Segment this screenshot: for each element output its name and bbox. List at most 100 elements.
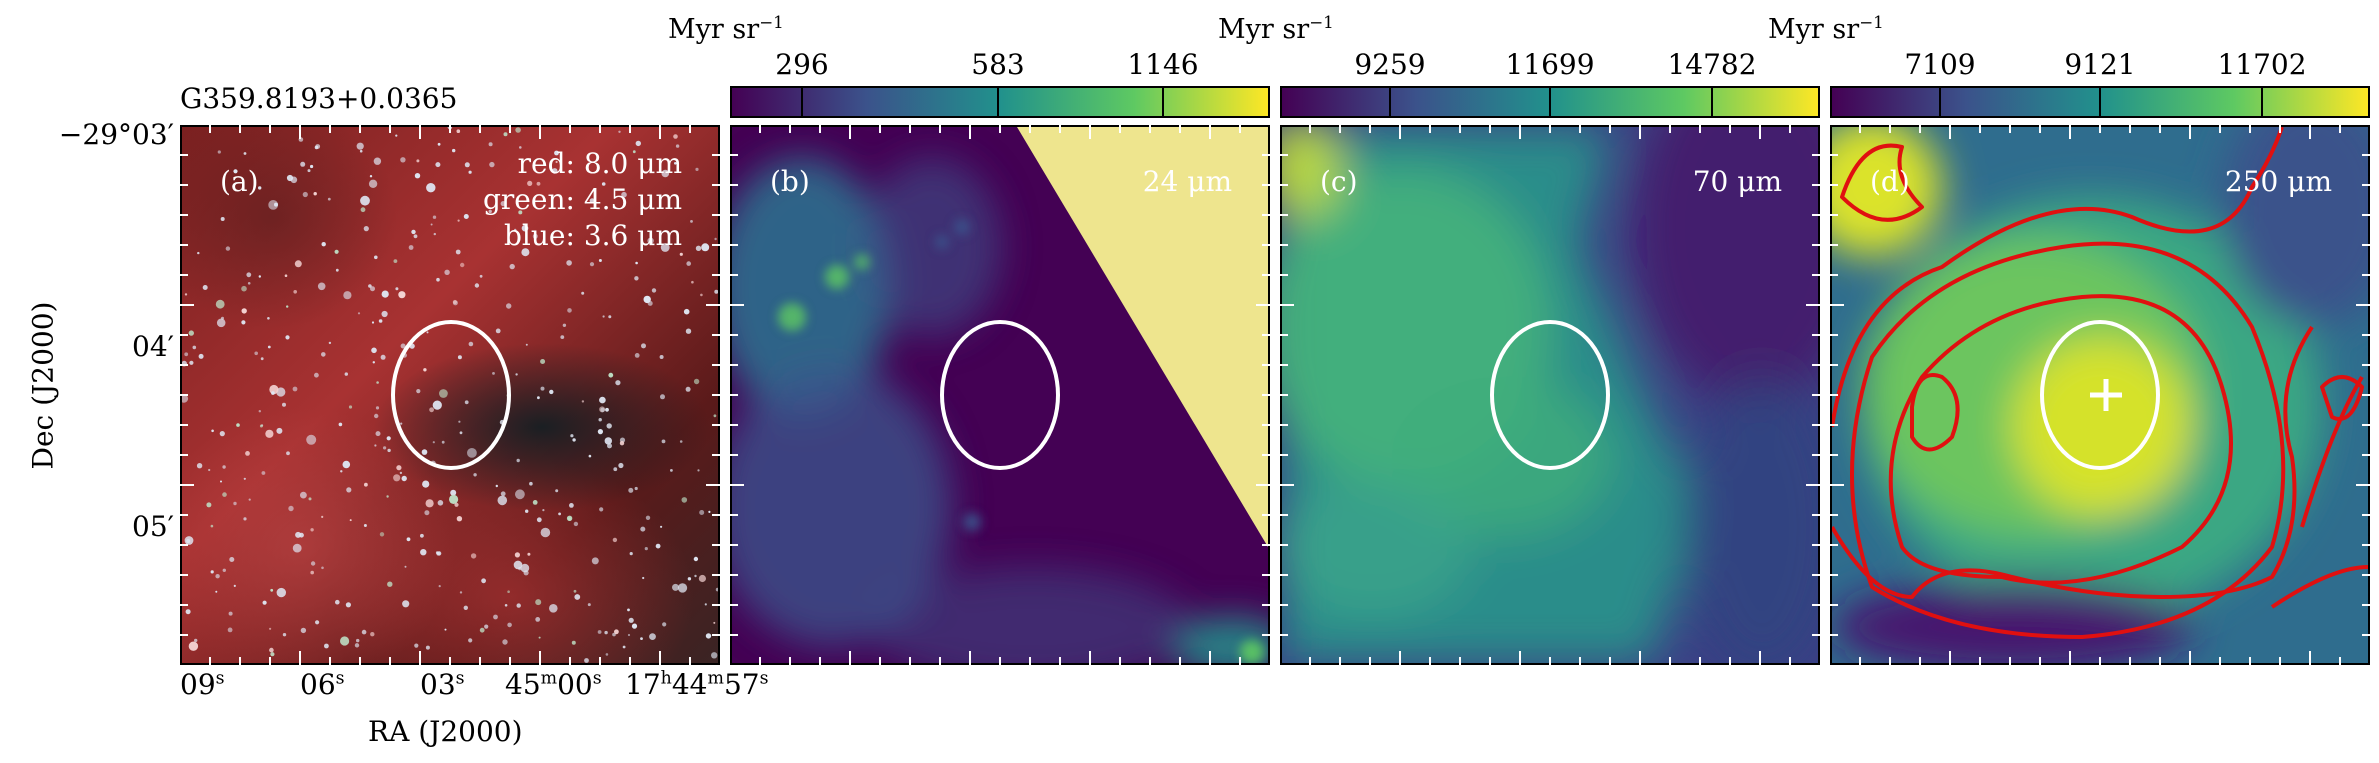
star xyxy=(430,223,433,226)
star xyxy=(444,628,447,631)
star xyxy=(328,341,332,345)
star xyxy=(459,431,463,435)
star xyxy=(698,574,707,583)
star xyxy=(693,556,699,562)
star xyxy=(321,242,326,247)
star xyxy=(642,576,645,580)
star xyxy=(300,491,307,499)
star xyxy=(515,127,521,133)
panel-d-250um-image: (d) 250 μm xyxy=(1830,125,2370,665)
panel-a-rgb-image: (a) red: 8.0 μm green: 4.5 μm blue: 3.6 … xyxy=(180,125,720,665)
star xyxy=(299,532,304,538)
rgb-legend-green: green: 4.5 μm xyxy=(483,183,682,216)
star xyxy=(613,467,618,472)
panel-b-24um-image: (b) 24 μm xyxy=(730,125,1270,665)
star xyxy=(509,263,515,270)
star xyxy=(245,451,250,456)
star xyxy=(300,161,306,167)
star xyxy=(282,633,287,637)
colorbar-unit: Myr sr−1 xyxy=(1218,12,1334,45)
star xyxy=(432,441,435,444)
star xyxy=(615,380,621,386)
star xyxy=(421,449,428,455)
star xyxy=(395,134,398,137)
star xyxy=(400,343,406,349)
star xyxy=(649,633,656,640)
star xyxy=(220,217,225,221)
star xyxy=(519,146,522,149)
star xyxy=(374,255,378,260)
star xyxy=(606,423,612,429)
band-label: 24 μm xyxy=(1142,165,1232,198)
star xyxy=(514,552,520,558)
star xyxy=(374,444,377,447)
star xyxy=(426,183,436,193)
star xyxy=(271,391,275,395)
star xyxy=(363,524,367,527)
star xyxy=(310,164,314,169)
star xyxy=(525,343,528,346)
star xyxy=(645,515,651,520)
panel-letter: (d) xyxy=(1870,165,1910,198)
colorbar-ticks xyxy=(1389,88,1713,116)
star xyxy=(424,510,430,516)
star xyxy=(634,276,639,281)
star xyxy=(437,142,441,146)
star xyxy=(241,285,247,292)
star xyxy=(371,347,377,354)
star xyxy=(425,645,430,650)
star xyxy=(694,574,697,578)
star xyxy=(375,406,380,410)
star xyxy=(220,480,222,483)
star xyxy=(513,560,523,570)
star xyxy=(404,565,407,568)
star xyxy=(514,228,517,232)
star xyxy=(349,519,352,522)
panel-letter: (c) xyxy=(1320,165,1358,198)
dec-tick-label: −29°03′ xyxy=(58,118,174,151)
star xyxy=(573,589,577,593)
star xyxy=(584,658,589,663)
star xyxy=(215,590,218,593)
star xyxy=(233,501,237,506)
colorbar-tick-label: 9259 xyxy=(1354,48,1426,81)
star xyxy=(515,489,525,500)
star xyxy=(406,537,411,542)
star xyxy=(286,305,289,308)
star xyxy=(700,293,703,297)
star xyxy=(468,341,474,347)
star xyxy=(569,503,574,508)
star xyxy=(602,315,605,318)
star xyxy=(310,528,314,532)
star xyxy=(368,179,378,188)
star xyxy=(597,429,603,435)
star xyxy=(400,157,406,163)
star xyxy=(622,645,626,649)
star xyxy=(373,157,382,165)
star xyxy=(360,207,366,213)
star xyxy=(359,149,363,153)
star xyxy=(344,372,348,376)
star xyxy=(597,630,602,634)
star xyxy=(677,583,688,593)
star xyxy=(464,400,469,405)
star xyxy=(523,570,529,576)
star xyxy=(635,140,641,147)
star xyxy=(444,269,450,275)
star xyxy=(292,386,298,392)
star xyxy=(414,173,421,179)
star xyxy=(713,621,716,624)
peak-cross-marker xyxy=(2090,379,2122,411)
star xyxy=(314,372,319,378)
star xyxy=(313,192,317,196)
star xyxy=(210,524,214,528)
star xyxy=(587,603,591,607)
star xyxy=(233,169,238,174)
star xyxy=(387,581,393,587)
star xyxy=(413,234,418,239)
star xyxy=(211,429,214,433)
star xyxy=(589,198,595,204)
star xyxy=(605,407,609,412)
star xyxy=(536,181,541,186)
star xyxy=(401,475,407,482)
